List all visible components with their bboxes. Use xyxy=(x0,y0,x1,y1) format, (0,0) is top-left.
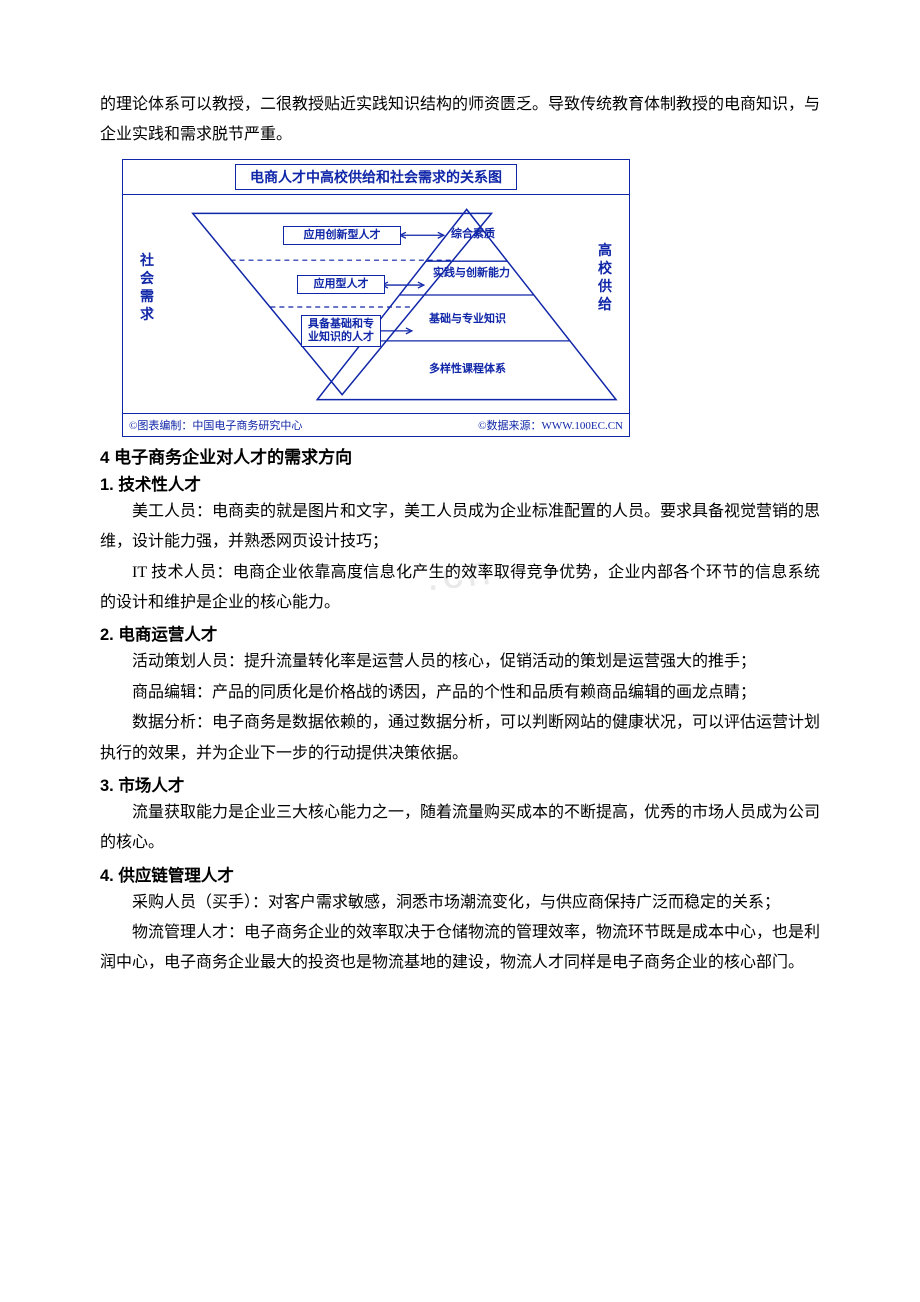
sub-2-p1: 活动策划人员：提升流量转化率是运营人员的核心，促销活动的策划是运营强大的推手； xyxy=(100,647,820,677)
diagram-footer-left: ©图表编制：中国电子商务研究中心 xyxy=(129,417,376,433)
sub-2-p3: 数据分析：电子商务是数据依赖的，通过数据分析，可以判断网站的健康状况，可以评估运… xyxy=(100,708,820,769)
sub-1-p1: 美工人员：电商卖的就是图片和文字，美工人员成为企业标准配置的人员。要求具备视觉营… xyxy=(100,497,820,558)
diagram-body: 社会需求 高校供给 xyxy=(123,195,629,414)
supply-level-1: 综合素质 xyxy=(451,228,495,241)
sub-3-p1: 流量获取能力是企业三大核心能力之一，随着流量购买成本的不断提高，优秀的市场人员成… xyxy=(100,798,820,859)
demand-level-bottom: 具备基础和专业知识的人才 xyxy=(301,315,381,347)
supply-level-2: 实践与创新能力 xyxy=(433,267,510,280)
relationship-diagram: 电商人才中高校供给和社会需求的关系图 社会需求 高校供给 xyxy=(122,159,630,437)
diagram-title: 电商人才中高校供给和社会需求的关系图 xyxy=(235,164,517,190)
diagram-footer-right: ©数据来源：WWW.100EC.CN xyxy=(376,417,623,433)
sub-3-heading: 3. 市场人才 xyxy=(100,772,820,796)
sub-1-heading: 1. 技术性人才 xyxy=(100,471,820,495)
section-4-heading: 4 电子商务企业对人才的需求方向 xyxy=(100,443,820,468)
intro-paragraph: 的理论体系可以教授，二很教授贴近实践知识结构的师资匮乏。导致传统教育体制教授的电… xyxy=(100,90,820,151)
sub-4-p2: 物流管理人才：电子商务企业的效率取决于仓储物流的管理效率，物流环节既是成本中心，… xyxy=(100,918,820,979)
demand-level-top: 应用创新型人才 xyxy=(283,226,401,245)
diagram-footer: ©图表编制：中国电子商务研究中心 ©数据来源：WWW.100EC.CN xyxy=(123,414,629,436)
sub-2-heading: 2. 电商运营人才 xyxy=(100,621,820,645)
sub-4-p1: 采购人员（买手）：对客户需求敏感，洞悉市场潮流变化，与供应商保持广泛而稳定的关系… xyxy=(100,888,820,918)
sub-2-p2: 商品编辑：产品的同质化是价格战的诱因，产品的个性和品质有赖商品编辑的画龙点睛； xyxy=(100,678,820,708)
supply-level-3: 基础与专业知识 xyxy=(429,313,506,326)
demand-level-mid: 应用型人才 xyxy=(297,275,385,294)
sub-1-p2: IT 技术人员：电商企业依靠高度信息化产生的效率取得竞争优势，企业内部各个环节的… xyxy=(100,558,820,619)
sub-4-heading: 4. 供应链管理人才 xyxy=(100,862,820,886)
supply-level-4: 多样性课程体系 xyxy=(429,363,506,376)
